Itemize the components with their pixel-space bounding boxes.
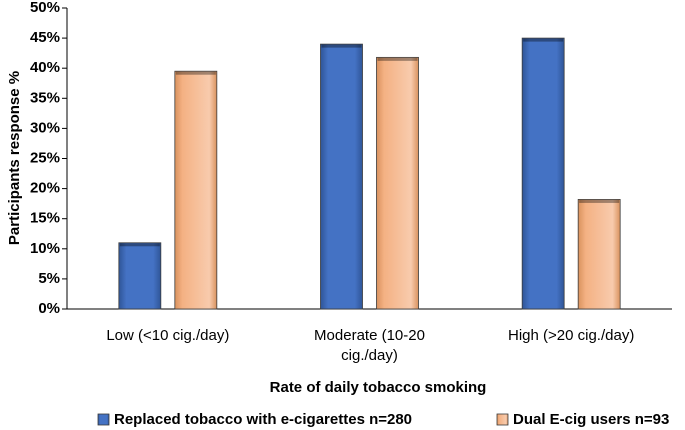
bar-cap xyxy=(579,199,620,203)
y-tick-labels: 0% 5% 10% 15% 20% 25% 30% 35% 40% 45% 50% xyxy=(30,0,67,317)
y-axis-title: Participants response % xyxy=(6,71,23,245)
y-tick-label: 5% xyxy=(38,270,60,287)
y-tick-label: 10% xyxy=(30,240,60,257)
bar-cap xyxy=(523,38,564,42)
y-tick-label: 0% xyxy=(38,300,60,317)
y-tick-label: 20% xyxy=(30,180,60,197)
bar-s1-c1 xyxy=(376,56,419,310)
legend: Replaced tobacco with e-cigarettes n=280… xyxy=(97,411,669,428)
bar-cap xyxy=(175,71,216,75)
bar-s1-c0 xyxy=(174,70,218,310)
x-category-label: High (>20 cig./day) xyxy=(508,327,634,344)
y-tick-label: 30% xyxy=(30,119,60,136)
y-tick-label: 35% xyxy=(30,89,60,106)
x-axis-title: Rate of daily tobacco smoking xyxy=(270,379,487,396)
bar-s0-c2 xyxy=(521,37,565,310)
bar-cap xyxy=(377,57,418,61)
legend-swatch-0 xyxy=(97,413,110,426)
x-category-labels: Low (<10 cig./day) Moderate (10-20 cig./da… xyxy=(106,327,634,364)
bar-cap xyxy=(321,44,362,48)
y-tick-label: 45% xyxy=(30,29,60,46)
x-category-label: Moderate (10-20 cig./day) xyxy=(314,327,425,364)
y-tick-label: 50% xyxy=(30,0,60,16)
y-axis: 0% 5% 10% 15% 20% 25% 30% 35% 40% 45% 50% xyxy=(30,0,68,317)
legend-label-1: Dual E-cig users n=93 xyxy=(513,411,669,428)
bars xyxy=(118,37,621,310)
y-tick-label: 15% xyxy=(30,210,60,227)
x-category-label: Low (<10 cig./day) xyxy=(106,327,229,344)
bar-s0-c1 xyxy=(320,43,363,310)
y-tick-label: 25% xyxy=(30,149,60,166)
legend-swatch-1 xyxy=(496,413,509,426)
y-tick-label: 40% xyxy=(30,59,60,76)
legend-label-0: Replaced tobacco with e-cigarettes n=280 xyxy=(114,411,412,428)
bar-s0-c0 xyxy=(118,242,162,310)
bar-cap xyxy=(119,243,160,247)
bar-s1-c2 xyxy=(577,199,621,310)
